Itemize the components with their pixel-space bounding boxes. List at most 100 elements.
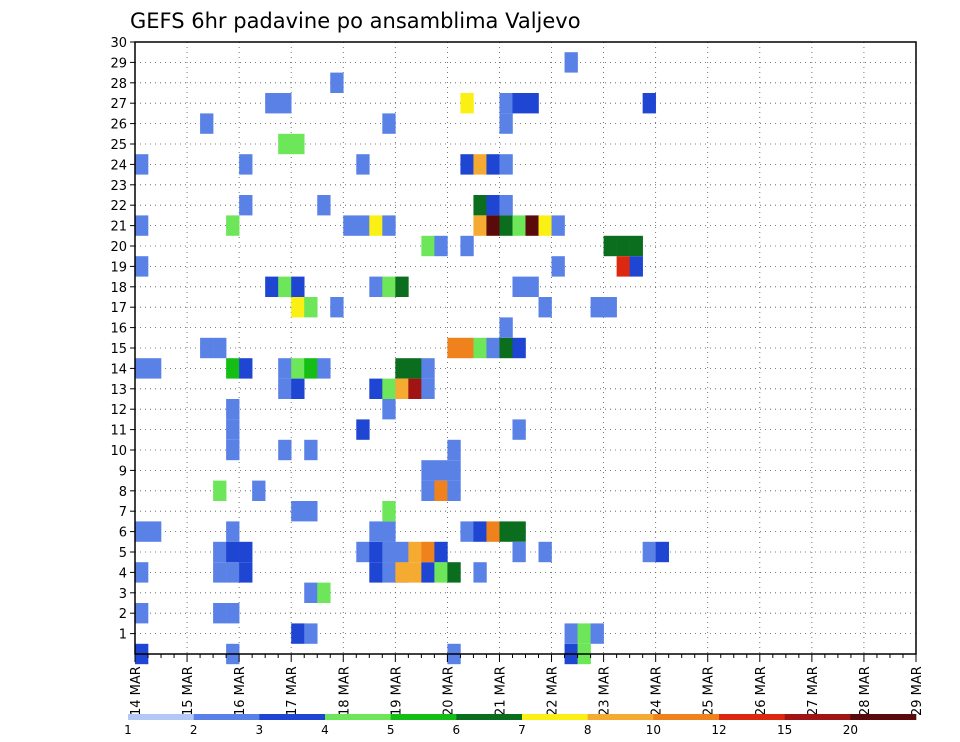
x-tick-label: 28 MAR [858,666,873,716]
heatmap-cell [304,297,318,318]
x-axis-ticks: 14 MAR 15 MAR 16 MAR 17 MAR 18 MAR 19 MAR 20 M… [129,654,925,716]
y-tick-label: 17 [110,301,127,316]
heatmap-cell [135,154,149,175]
heatmap-cell [603,235,617,257]
heatmap-cell [226,419,240,440]
heatmap-cell [408,541,422,563]
y-tick-label: 3 [119,587,127,602]
heatmap-cell [525,93,539,114]
heatmap-cell [239,154,253,175]
heatmap-cell [226,358,240,379]
heatmap-cell [226,541,240,563]
heatmap-cell [356,419,370,440]
heatmap-cell [460,154,474,175]
heatmap-cell [226,603,240,624]
heatmap-cell [408,378,422,399]
y-tick-label: 1 [119,628,127,643]
colorbar-segment [719,714,785,720]
heatmap-cell [356,154,370,175]
heatmap-cell [239,562,253,583]
heatmap-cell [369,378,383,399]
heatmap-cell [551,215,565,236]
heatmap-cell [642,541,656,563]
heatmap-cell [382,501,396,522]
y-tick-label: 6 [119,526,127,541]
y-tick-label: 25 [110,138,127,153]
x-tick-label: 21 MAR [493,666,508,716]
heatmap-cell [447,460,461,481]
heatmap-cell [356,215,370,236]
heatmap-cell [447,337,461,359]
heatmap-cell [512,93,526,114]
heatmap-cell [382,215,396,236]
heatmap-cell [629,256,643,277]
heatmap-cell [213,480,227,501]
heatmap-cell [473,215,487,236]
colorbar-segment [653,714,720,720]
heatmap-cell [369,276,383,297]
y-tick-label: 24 [110,158,127,173]
heatmap-cell [551,256,565,277]
colorbar-label: 7 [518,723,526,737]
heatmap-cell [512,276,526,297]
heatmap-cell [135,521,149,542]
heatmap-cell [538,297,552,318]
x-tick-label: 25 MAR [702,666,717,716]
colorbar-label: 3 [256,723,264,737]
heatmap-cell [473,154,487,175]
colorbar-label: 15 [777,723,792,737]
heatmap-cell [499,195,513,216]
heatmap-cell [382,276,396,297]
colorbar-segment [784,714,851,720]
heatmap-cell [343,215,357,236]
y-tick-label: 29 [110,56,127,71]
heatmap-cell [434,480,448,501]
heatmap-cell [434,562,448,583]
heatmap-cell [135,358,149,379]
heatmap-cell [265,276,279,297]
heatmap-cell [473,337,487,359]
heatmap-cell [317,358,331,379]
heatmap-cell [486,215,500,236]
y-tick-label: 15 [110,342,127,357]
y-tick-label: 19 [110,260,127,275]
colorbar-segment [850,714,917,720]
heatmap-cell [291,378,305,399]
heatmap-cell [135,562,149,583]
x-tick-label: 15 MAR [181,666,196,716]
heatmap-cell [499,93,513,114]
heatmap-cell [408,358,422,379]
colorbar-label: 1 [124,723,132,737]
heatmap-cell [629,235,643,257]
y-axis-ticks: 1234567891011121314151617181920212223242… [110,36,135,643]
heatmap-cell [512,541,526,563]
chart-title: GEFS 6hr padavine po ansamblima Valjevo [130,9,581,33]
colorbar-segment [128,714,194,720]
colorbar-label: 10 [646,723,661,737]
heatmap-cell [460,337,474,359]
y-tick-label: 28 [110,77,127,92]
heatmap-cell [434,235,448,257]
colorbar-segment [259,714,326,720]
colorbar-label: 4 [321,723,329,737]
heatmap-cell [226,562,240,583]
y-tick-label: 16 [110,322,127,337]
heatmap-cell [304,623,318,644]
heatmap-cell [460,93,474,114]
heatmap-cell [447,480,461,501]
heatmap-cell [278,93,292,114]
heatmap-cell [499,154,513,175]
heatmap-cell [200,113,214,134]
heatmap-cell [304,439,318,461]
heatmap-cell [382,562,396,583]
heatmap-cell [252,480,266,501]
x-tick-label: 26 MAR [754,666,769,716]
heatmap-cell [603,297,617,318]
y-tick-label: 26 [110,118,127,133]
y-tick-label: 13 [110,383,127,398]
heatmap-cell [148,358,162,379]
heatmap-cell [564,623,578,644]
heatmap-cell [369,562,383,583]
heatmap-cell [421,358,435,379]
y-tick-label: 4 [119,566,127,581]
